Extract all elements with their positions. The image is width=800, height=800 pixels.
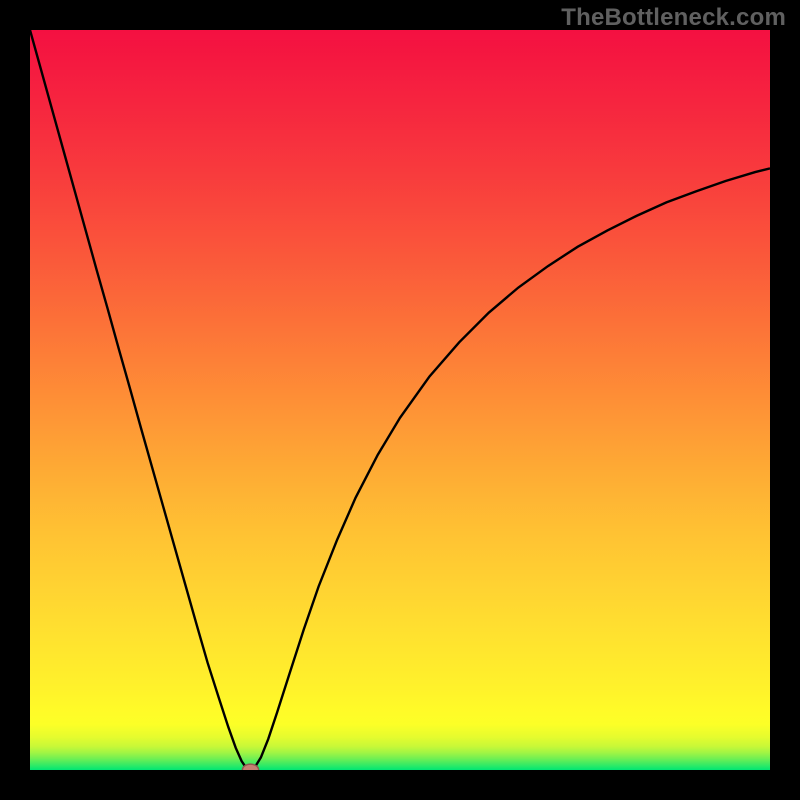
plot-area [30,30,770,770]
watermark-text: TheBottleneck.com [561,4,786,32]
plot-curve-layer [30,30,770,770]
bottleneck-curve [30,30,770,770]
min-marker-dot [242,764,258,770]
page-root: TheBottleneck.com [0,0,800,800]
